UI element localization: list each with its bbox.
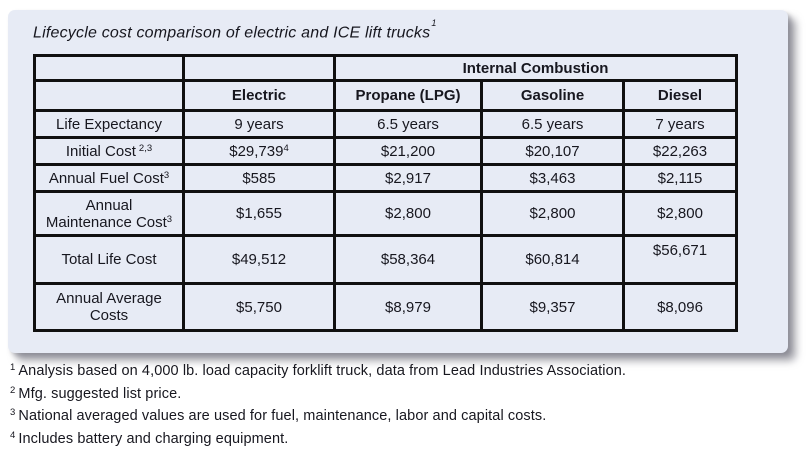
- column-header-row: Electric Propane (LPG) Gasoline Diesel: [33, 79, 739, 112]
- cell-value: $60,814: [480, 234, 625, 285]
- footnote-ref: 3: [163, 169, 170, 181]
- column-header-electric: Electric: [182, 79, 336, 112]
- cell-value: 7 years: [621, 109, 739, 139]
- cell-value: $8,096: [621, 282, 739, 332]
- row-label-text: Annual Fuel Cost: [48, 169, 164, 187]
- empty-corner-cell: [33, 54, 185, 82]
- footnote-ref: 3: [166, 213, 173, 225]
- cell-value: $8,979: [333, 282, 483, 332]
- row-label: Annual Average Costs: [33, 282, 185, 332]
- row-label-text: Life Expectancy: [56, 115, 162, 133]
- cell-value: $29,7394: [182, 136, 336, 166]
- row-label-text: Initial Cost: [65, 142, 136, 160]
- row-label: Total Life Cost: [33, 234, 185, 285]
- cell-value: $22,263: [621, 136, 739, 166]
- cell-value-text: $29,739: [229, 142, 284, 160]
- footnote-4: 4 Includes battery and charging equipment…: [10, 429, 626, 452]
- cell-value: $56,671: [621, 234, 739, 285]
- column-header-propane: Propane (LPG): [333, 79, 483, 112]
- cell-value: $2,800: [621, 190, 739, 237]
- table-row-life-expectancy: Life Expectancy 9 years 6.5 years 6.5 ye…: [33, 109, 739, 139]
- cell-value: $1,655: [182, 190, 336, 237]
- footnote-text: Analysis based on 4,000 lb. load capacit…: [18, 363, 627, 379]
- cell-value: $2,917: [333, 163, 483, 193]
- footnote-number: 2: [10, 384, 16, 396]
- table-row-annual-maintenance-cost: Annual Maintenance Cost3 $1,655 $2,800 $…: [33, 190, 739, 237]
- table-row-annual-average-costs: Annual Average Costs $5,750 $8,979 $9,35…: [33, 282, 739, 332]
- cell-value: $2,800: [333, 190, 483, 237]
- footnote-text: Includes battery and charging equipment.: [18, 430, 289, 447]
- cell-value: $2,800: [480, 190, 625, 237]
- group-header-internal-combustion: Internal Combustion: [332, 54, 739, 82]
- cell-value: $3,463: [480, 163, 625, 193]
- figure-panel: Lifecycle cost comparison of electric an…: [8, 10, 788, 353]
- footnote-ref: 4: [283, 142, 289, 154]
- row-label: Initial Cost 2,3: [33, 136, 185, 166]
- empty-header-cell: [182, 54, 336, 82]
- row-label-text: Annual Average Costs: [56, 290, 162, 324]
- figure-title: Lifecycle cost comparison of electric an…: [33, 18, 436, 42]
- cell-value: 6.5 years: [333, 109, 483, 139]
- row-label-text: Total Life Cost: [61, 251, 157, 268]
- row-label-text: Annual Maintenance Cost: [45, 196, 167, 231]
- footnote-text: Mfg. suggested list price.: [18, 385, 182, 402]
- row-label: Annual Fuel Cost3: [33, 163, 185, 193]
- cell-value: $2,115: [621, 163, 739, 193]
- column-header-diesel: Diesel: [621, 79, 739, 112]
- footnote-number: 4: [10, 429, 16, 441]
- footnote-3: 3 National averaged values are used for f…: [10, 406, 626, 429]
- footnote-text: National averaged values are used for fu…: [18, 408, 547, 424]
- footnote-1: 1 Analysis based on 4,000 lb. load capaci…: [10, 361, 626, 384]
- cell-value: $5,750: [182, 282, 336, 332]
- cell-value: $21,200: [333, 136, 483, 166]
- cell-value: $58,364: [333, 234, 483, 285]
- table-row-annual-fuel-cost: Annual Fuel Cost3 $585 $2,917 $3,463 $2,…: [33, 163, 739, 193]
- cell-value: $9,357: [480, 282, 625, 332]
- empty-corner-cell: [33, 79, 185, 112]
- table-row-total-life-cost: Total Life Cost $49,512 $58,364 $60,814 …: [33, 234, 739, 285]
- figure-title-text: Lifecycle cost comparison of electric an…: [33, 24, 431, 42]
- footnote-2: 2 Mfg. suggested list price.: [10, 384, 626, 407]
- column-header-gasoline: Gasoline: [480, 79, 625, 112]
- footnote-ref: 2,3: [138, 142, 153, 154]
- table-row-initial-cost: Initial Cost 2,3 $29,7394 $21,200 $20,107…: [33, 136, 739, 166]
- footnote-number: 1: [10, 362, 16, 373]
- footnotes: 1 Analysis based on 4,000 lb. load capaci…: [10, 361, 626, 451]
- cell-value: $49,512: [182, 234, 336, 285]
- cell-value: $585: [182, 163, 336, 193]
- cell-value: $20,107: [480, 136, 625, 166]
- footnote-number: 3: [10, 407, 16, 418]
- group-header-row: Internal Combustion: [33, 54, 739, 82]
- row-label: Annual Maintenance Cost3: [33, 190, 185, 237]
- title-footnote-ref: 1: [431, 18, 437, 28]
- cell-value: 6.5 years: [480, 109, 625, 139]
- lifecycle-cost-table: Internal Combustion Electric Propane (LP…: [33, 54, 739, 332]
- row-label: Life Expectancy: [33, 109, 185, 139]
- cell-value: 9 years: [182, 109, 336, 139]
